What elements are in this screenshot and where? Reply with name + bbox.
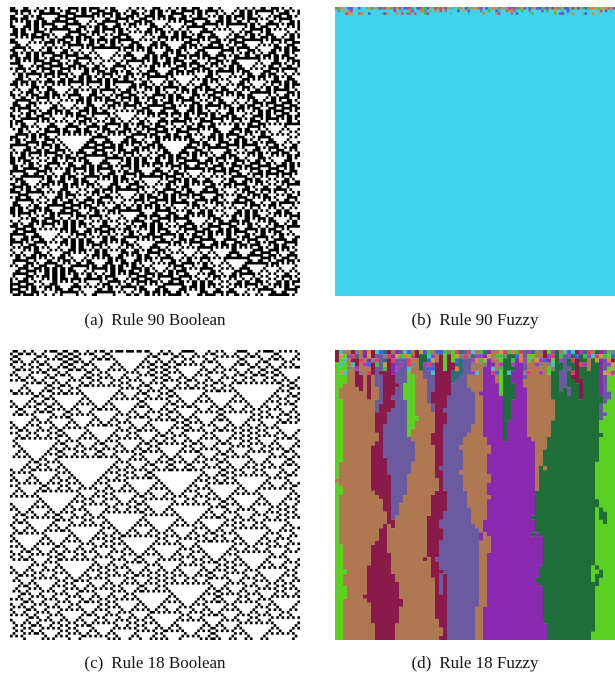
caption-text: Rule 18 Fuzzy bbox=[439, 653, 539, 672]
caption: (c) Rule 18 Boolean bbox=[84, 653, 226, 672]
figure: (a) Rule 90 Boolean (b) Rule 90 Fuzzy (c) Rul… bbox=[0, 0, 615, 683]
caption: (d) Rule 18 Fuzzy bbox=[412, 653, 539, 672]
caption-text: Rule 90 Boolean bbox=[111, 310, 226, 329]
caption: (b) Rule 90 Fuzzy bbox=[412, 310, 539, 329]
caption: (a) Rule 90 Boolean bbox=[84, 310, 226, 329]
caption-label: (b) bbox=[412, 310, 432, 329]
panel-d-image bbox=[335, 350, 615, 640]
caption-label: (a) bbox=[84, 310, 103, 329]
caption-label: (c) bbox=[84, 653, 103, 672]
caption-text: Rule 18 Boolean bbox=[111, 653, 226, 672]
panel-bg bbox=[335, 7, 615, 296]
caption-label: (d) bbox=[412, 653, 432, 672]
caption-text: Rule 90 Fuzzy bbox=[439, 310, 539, 329]
